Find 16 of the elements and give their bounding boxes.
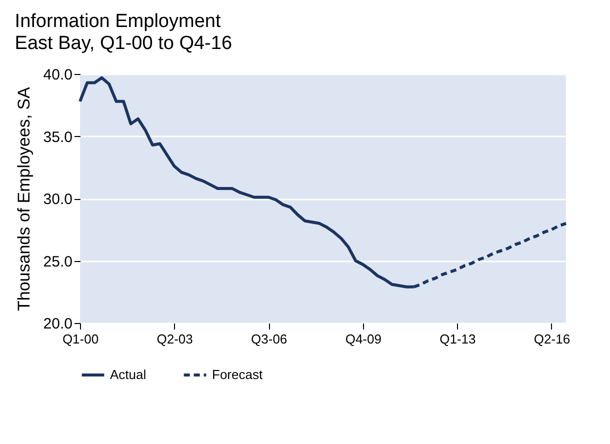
x-tick-label: Q1-00 xyxy=(62,332,99,346)
x-tick-label: Q2-03 xyxy=(156,332,193,346)
x-tick-label: Q3-06 xyxy=(251,332,288,346)
legend-label: Actual xyxy=(110,367,146,382)
legend-label: Forecast xyxy=(212,367,263,382)
y-axis-title: Thousands of Employees, SA xyxy=(14,86,34,311)
x-tick-label: Q1-13 xyxy=(440,332,476,346)
x-tick-label: Q4-09 xyxy=(345,332,382,346)
chart-subtitle: East Bay, Q1-00 to Q4-16 xyxy=(14,33,232,54)
y-tick-label: 30.0 xyxy=(43,191,72,208)
y-tick-label: 40.0 xyxy=(43,66,72,84)
y-tick-label: 20.0 xyxy=(43,316,72,332)
x-tick-label: Q2-16 xyxy=(534,332,570,346)
chart-title: Information Employment xyxy=(14,11,222,32)
y-tick-label: 25.0 xyxy=(43,253,72,270)
y-tick-label: 35.0 xyxy=(43,128,72,146)
